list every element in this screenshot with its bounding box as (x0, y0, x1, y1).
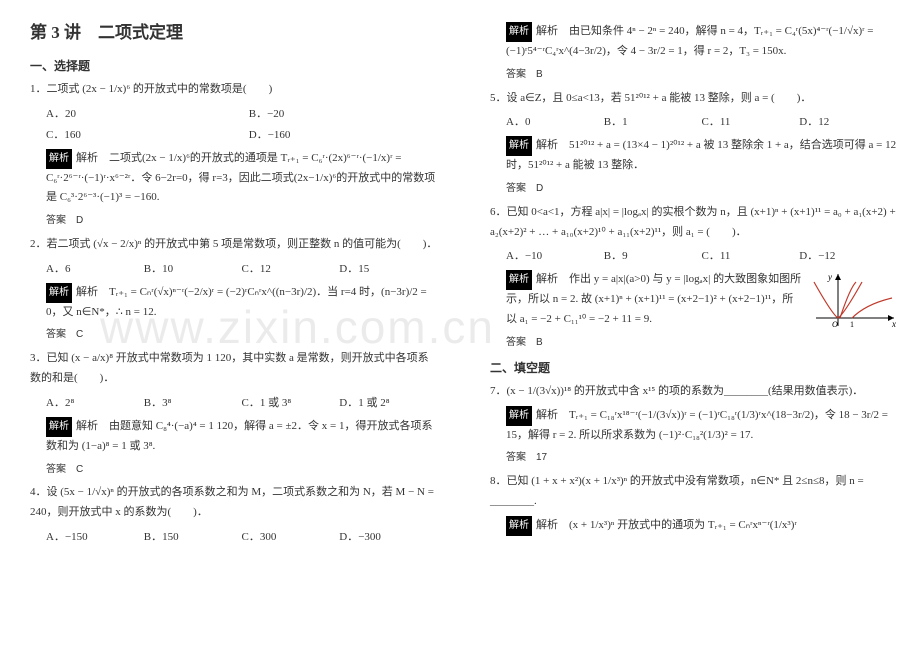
q1-opt-b: B．−20 (249, 104, 285, 125)
q1-opt-c: C．160 (46, 125, 246, 146)
q2-opt-c: C．12 (242, 259, 337, 280)
q5-stem: 5．设 a∈Z，且 0≤a<13，若 51²⁰¹² + a 能被 13 整除，则… (490, 89, 898, 109)
q6-options: A．−10 B．9 C．11 D．−12 (506, 246, 898, 267)
analysis-label: 解析 (506, 136, 532, 156)
lecture-title: 第 3 讲 二项式定理 (30, 18, 438, 43)
q1-opt-d: D．−160 (249, 125, 291, 146)
q4-stem: 4．设 (5x − 1/√x)ⁿ 的开放式的各项系数之和为 M，二项式系数之和为… (30, 483, 438, 523)
q3-opt-a: A．2⁸ (46, 393, 141, 414)
q6-opt-c: C．11 (702, 246, 797, 267)
q2-opt-b: B．10 (144, 259, 239, 280)
q7-analysis-text: 解析 Tᵣ₊₁ = C₁₈ʳx¹⁸⁻ʳ(−1/(3√x))ʳ = (−1)ʳC₁… (506, 409, 888, 441)
q1-stem: 1．二项式 (2x − 1/x)⁶ 的开放式中的常数项是( ) (30, 80, 438, 100)
page: www.zixin.com.cn 第 3 讲 二项式定理 一、选择题 1．二项式… (0, 0, 920, 651)
q6-analysis: x y O 1 解析解析 作出 y = a|x|(a>0) 与 y = |log… (506, 270, 898, 330)
q2-opt-a: A．6 (46, 259, 141, 280)
q3-opt-d: D．1 或 2⁸ (339, 393, 389, 414)
q6-figure: x y O 1 (808, 270, 898, 330)
section-1-heading: 一、选择题 (30, 57, 438, 74)
q2-analysis: 解析解析 Tᵣ₊₁ = Cₙʳ(√x)ⁿ⁻ʳ(−2/x)ʳ = (−2)ʳCₙʳ… (46, 283, 438, 323)
q5-opt-a: A．0 (506, 112, 601, 133)
section-2-heading: 二、填空题 (490, 359, 898, 376)
answer-label: 答案 B (506, 69, 543, 80)
analysis-label: 解析 (46, 283, 72, 303)
q5-opt-c: C．11 (702, 112, 797, 133)
q4-opt-a: A．−150 (46, 527, 141, 548)
svg-text:x: x (891, 319, 896, 329)
q2-opt-d: D．15 (339, 259, 369, 280)
svg-text:1: 1 (850, 320, 854, 329)
q6-analysis-text: 解析 作出 y = a|x|(a>0) 与 y = |logₐx| 的大致图象如… (506, 273, 801, 325)
q8-analysis-text: 解析 (x + 1/x³)ⁿ 开放式中的通项为 Tᵣ₊₁ = Cₙʳxⁿ⁻ʳ(1… (536, 519, 797, 531)
q7-analysis: 解析解析 Tᵣ₊₁ = C₁₈ʳx¹⁸⁻ʳ(−1/(3√x))ʳ = (−1)ʳ… (506, 406, 898, 446)
answer-label: 答案 C (46, 464, 83, 475)
q5-opt-d: D．12 (799, 112, 829, 133)
q3-answer: 答案 C (46, 460, 438, 480)
q1-opt-a: A．20 (46, 104, 246, 125)
q3-stem: 3．已知 (x − a/x)⁸ 开放式中常数项为 1 120，其中实数 a 是常… (30, 349, 438, 389)
q3-analysis: 解析解析 由题意知 C₈⁴·(−a)⁴ = 1 120，解得 a = ±2．令 … (46, 417, 438, 457)
q2-answer: 答案 C (46, 325, 438, 345)
q4-options: A．−150 B．150 C．300 D．−300 (46, 527, 438, 548)
analysis-label: 解析 (506, 270, 532, 290)
q5-analysis: 解析解析 51²⁰¹² + a = (13×4 − 1)²⁰¹² + a 被 1… (506, 136, 898, 176)
q3-opt-b: B．3⁸ (144, 393, 239, 414)
right-column: 解析解析 由已知条件 4ⁿ − 2ⁿ = 240，解得 n = 4，Tᵣ₊₁ =… (460, 0, 920, 651)
q5-analysis-text: 解析 51²⁰¹² + a = (13×4 − 1)²⁰¹² + a 被 13 … (506, 139, 896, 171)
q6-stem: 6．已知 0<a<1，方程 a|x| = |logₐx| 的实根个数为 n，且 … (490, 203, 898, 243)
q4-answer: 答案 B (506, 65, 898, 85)
analysis-label: 解析 (46, 149, 72, 169)
q7-answer: 答案 17 (506, 448, 898, 468)
answer-label: 答案 D (506, 183, 543, 194)
svg-text:O: O (832, 320, 838, 329)
q6-opt-a: A．−10 (506, 246, 601, 267)
q3-opt-c: C．1 或 3⁸ (242, 393, 337, 414)
q2-stem: 2．若二项式 (√x − 2/x)ⁿ 的开放式中第 5 项是常数项，则正整数 n… (30, 235, 438, 255)
q4-opt-b: B．150 (144, 527, 239, 548)
analysis-label: 解析 (506, 516, 532, 536)
q6-opt-b: B．9 (604, 246, 699, 267)
q8-analysis: 解析解析 (x + 1/x³)ⁿ 开放式中的通项为 Tᵣ₊₁ = Cₙʳxⁿ⁻ʳ… (506, 516, 898, 536)
q8-stem: 8．已知 (1 + x + x²)(x + 1/x³)ⁿ 的开放式中没有常数项，… (490, 472, 898, 512)
q4-analysis: 解析解析 由已知条件 4ⁿ − 2ⁿ = 240，解得 n = 4，Tᵣ₊₁ =… (506, 22, 898, 62)
q5-answer: 答案 D (506, 179, 898, 199)
q1-options: A．20 B．−20 C．160 D．−160 (46, 104, 438, 146)
q3-analysis-text: 解析 由题意知 C₈⁴·(−a)⁴ = 1 120，解得 a = ±2．令 x … (46, 420, 432, 452)
left-column: 第 3 讲 二项式定理 一、选择题 1．二项式 (2x − 1/x)⁶ 的开放式… (0, 0, 460, 651)
q4-opt-c: C．300 (242, 527, 337, 548)
q3-options: A．2⁸ B．3⁸ C．1 或 3⁸ D．1 或 2⁸ (46, 393, 438, 414)
answer-label: 答案 17 (506, 452, 547, 463)
q1-analysis-text: 解析 二项式(2x − 1/x)⁶的开放式的通项是 Tᵣ₊₁ = C₆ʳ·(2x… (46, 152, 435, 204)
answer-label: 答案 D (46, 215, 83, 226)
q4-analysis-text: 解析 由已知条件 4ⁿ − 2ⁿ = 240，解得 n = 4，Tᵣ₊₁ = C… (506, 25, 874, 57)
svg-text:y: y (827, 272, 832, 282)
analysis-label: 解析 (506, 22, 532, 42)
q2-options: A．6 B．10 C．12 D．15 (46, 259, 438, 280)
q1-answer: 答案 D (46, 211, 438, 231)
q5-options: A．0 B．1 C．11 D．12 (506, 112, 898, 133)
answer-label: 答案 C (46, 329, 83, 340)
analysis-label: 解析 (46, 417, 72, 437)
q4-opt-d: D．−300 (339, 527, 381, 548)
analysis-label: 解析 (506, 406, 532, 426)
q7-stem: 7．(x − 1/(3√x))¹⁸ 的开放式中含 x¹⁵ 的项的系数为_____… (490, 382, 898, 402)
q5-opt-b: B．1 (604, 112, 699, 133)
answer-label: 答案 B (506, 337, 543, 348)
q6-opt-d: D．−12 (799, 246, 835, 267)
q2-analysis-text: 解析 Tᵣ₊₁ = Cₙʳ(√x)ⁿ⁻ʳ(−2/x)ʳ = (−2)ʳCₙʳx^… (46, 286, 427, 318)
q6-answer: 答案 B (506, 333, 898, 353)
q1-analysis: 解析解析 二项式(2x − 1/x)⁶的开放式的通项是 Tᵣ₊₁ = C₆ʳ·(… (46, 149, 438, 209)
